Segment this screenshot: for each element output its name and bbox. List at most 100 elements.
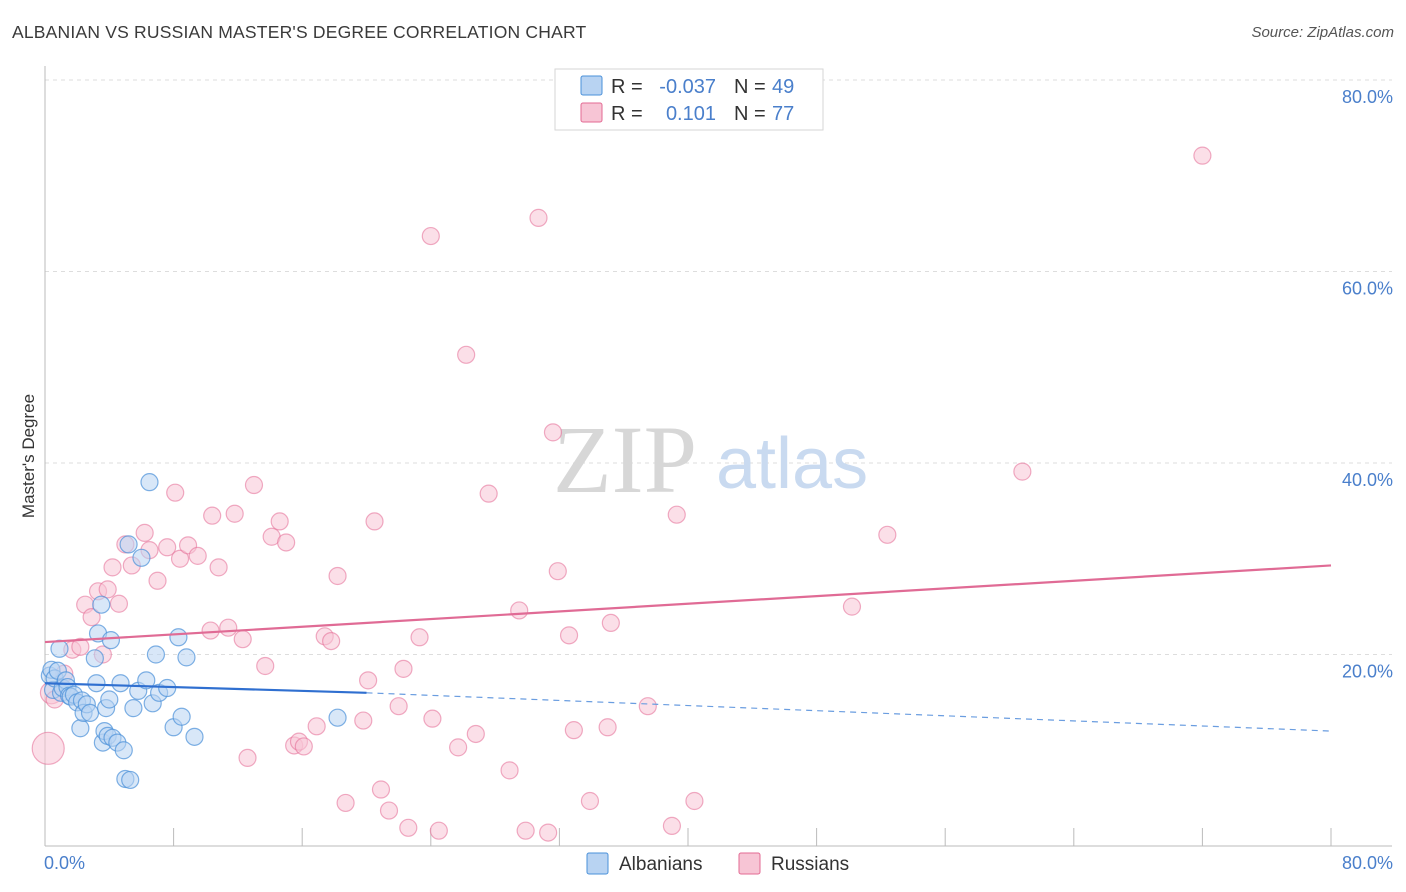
legend-r-value: 0.101 xyxy=(666,103,716,125)
russians-point xyxy=(559,626,579,645)
albanians-point xyxy=(85,649,104,668)
source-label: Source: ZipAtlas.com xyxy=(1251,24,1394,41)
chart-title: ALBANIAN VS RUSSIAN MASTER'S DEGREE CORR… xyxy=(12,22,587,42)
legend-swatch-russians xyxy=(580,102,603,123)
russians-point xyxy=(238,748,257,768)
x-tick-labels: 0.0% 80.0% xyxy=(44,853,1393,873)
russians-point xyxy=(842,597,862,616)
albanians-series xyxy=(40,473,347,790)
russians-point xyxy=(510,601,529,620)
series-legend: Albanians Russians xyxy=(586,852,849,875)
russians-point xyxy=(103,558,122,577)
correlation-legend: R = -0.037 N = 49 R = 0.101 N = 77 xyxy=(554,68,824,131)
albanians-point xyxy=(124,699,143,718)
russians-point xyxy=(539,823,558,842)
russians-point xyxy=(148,571,167,590)
legend-n-value: 77 xyxy=(772,103,794,125)
russians-point xyxy=(389,697,408,716)
albanians-point xyxy=(114,741,133,760)
russians-point xyxy=(466,724,485,744)
russians-point xyxy=(307,717,326,736)
russians-point xyxy=(399,818,418,837)
legend-r-label: R = xyxy=(611,103,643,125)
russians-point xyxy=(598,718,617,737)
albanians-point xyxy=(80,703,100,723)
russians-point xyxy=(233,630,252,649)
y-tick-label: 80.0% xyxy=(1342,87,1393,107)
russians-point xyxy=(516,821,535,840)
russians-point xyxy=(170,549,190,568)
albanians-point xyxy=(101,631,121,650)
russians-point xyxy=(256,656,275,676)
albanians-point xyxy=(177,648,196,667)
russians-point xyxy=(580,791,600,811)
x-tick-label: 0.0% xyxy=(44,853,85,873)
legend-swatch-russians xyxy=(738,852,761,875)
russians-point xyxy=(359,671,378,690)
albanians-point xyxy=(169,628,188,647)
russians-point xyxy=(548,562,567,581)
russians-point xyxy=(166,483,185,502)
russians-point xyxy=(423,709,442,728)
russians-point xyxy=(277,533,296,552)
legend-n-label: N = xyxy=(734,76,766,98)
albanians-trend-extension xyxy=(366,692,1332,732)
grid-lines xyxy=(45,79,1392,655)
russians-point xyxy=(270,512,289,531)
russians-point xyxy=(322,631,341,651)
albanians-point xyxy=(137,671,156,690)
russians-point xyxy=(354,711,373,730)
albanians-point xyxy=(121,770,140,790)
legend-swatch-albanians xyxy=(580,75,603,96)
russians-point xyxy=(449,738,468,757)
albanians-point xyxy=(146,645,166,664)
russians-point xyxy=(601,613,620,633)
trend-lines xyxy=(44,564,1332,732)
russians-point xyxy=(31,731,65,765)
russians-point xyxy=(336,793,355,813)
y-tick-label: 40.0% xyxy=(1342,470,1393,490)
russians-point xyxy=(328,566,347,586)
russians-point xyxy=(203,506,222,525)
watermark: ZIP atlas xyxy=(553,406,868,513)
y-tick-label: 20.0% xyxy=(1342,662,1393,682)
russians-point xyxy=(71,637,90,656)
russians-point xyxy=(294,737,313,756)
albanians-point xyxy=(328,708,347,727)
y-tick-label: 60.0% xyxy=(1342,279,1393,299)
albanians-point xyxy=(111,674,130,693)
russians-series xyxy=(31,146,1212,842)
russians-point xyxy=(662,816,682,835)
albanians-point xyxy=(92,595,111,614)
russians-point xyxy=(529,208,548,227)
russians-point xyxy=(878,525,897,544)
russians-point xyxy=(457,345,476,364)
watermark-zip: ZIP xyxy=(553,406,697,513)
russians-point xyxy=(1013,462,1032,481)
russians-point xyxy=(201,621,220,640)
russians-point xyxy=(82,608,101,627)
russians-point xyxy=(429,821,448,840)
russians-point xyxy=(421,226,440,246)
russians-point xyxy=(379,801,399,820)
albanians-point xyxy=(119,535,138,554)
russians-point xyxy=(564,721,583,740)
legend-n-label: N = xyxy=(734,103,766,125)
russians-point xyxy=(225,504,244,523)
watermark-atlas: atlas xyxy=(716,424,868,504)
albanians-point xyxy=(87,674,106,693)
albanians-point xyxy=(140,473,159,492)
albanians-point xyxy=(132,548,151,567)
russians-point xyxy=(188,546,207,565)
russians-point xyxy=(1193,146,1212,165)
russians-point xyxy=(219,618,238,637)
russians-point xyxy=(371,780,391,799)
russians-trend-line xyxy=(44,564,1332,644)
russians-point xyxy=(109,594,129,613)
y-axis-label: Master's Degree xyxy=(19,394,38,518)
legend-swatch-albanians xyxy=(586,852,609,875)
russians-point xyxy=(209,558,228,577)
russians-point xyxy=(410,628,429,647)
russians-point xyxy=(667,505,686,524)
